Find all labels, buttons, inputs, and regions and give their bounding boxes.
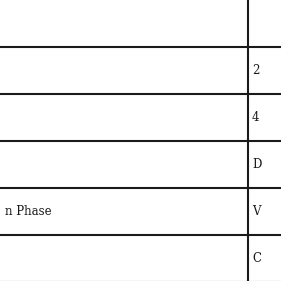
Text: 4: 4: [252, 111, 259, 124]
Text: 2: 2: [252, 64, 259, 77]
Text: n Phase: n Phase: [5, 205, 52, 218]
Text: D: D: [252, 158, 261, 171]
Text: C: C: [252, 252, 261, 265]
Text: V: V: [252, 205, 260, 218]
